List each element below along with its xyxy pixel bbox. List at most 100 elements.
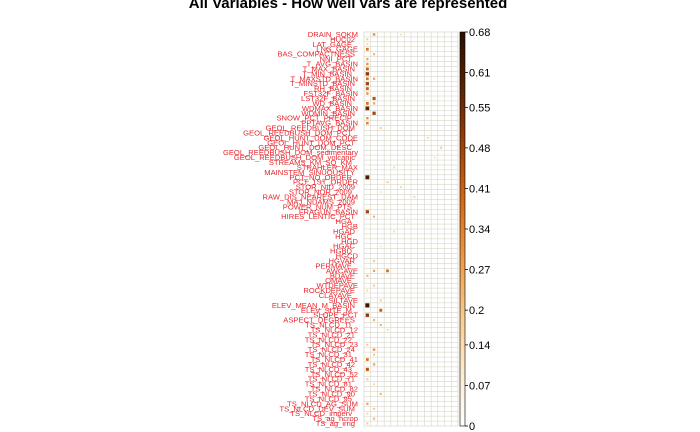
- colorbar-gradient: [459, 31, 466, 427]
- heatmap-cell: [379, 308, 383, 312]
- heatmap-cell: [366, 116, 369, 120]
- heatmap-cell: [393, 166, 396, 169]
- row-label: ASPECT_DEGREES: [283, 316, 355, 325]
- row-label: FRAGUN_BASIN: [299, 207, 358, 216]
- row-label: GEOL_REEDBUSH_DOM_sedimentary: [223, 148, 358, 157]
- heatmap-cell: [386, 269, 389, 273]
- row-label: TS_NLCD_DEV_SUM: [279, 404, 355, 413]
- colorbar-tick-label: 0.27: [469, 265, 490, 277]
- heatmap-cell: [373, 417, 376, 420]
- heatmap-cell: [379, 299, 382, 302]
- row-label: TS_NLCD_81: [305, 380, 352, 389]
- row-label: TS_NLCD_imperv: [290, 409, 352, 418]
- row-label: CLAYAVE: [319, 291, 352, 300]
- row-label: HGA: [336, 217, 353, 226]
- heatmap-cell: [366, 62, 369, 66]
- heatmap-cell: [373, 284, 376, 287]
- row-label: ROCKDEPAVE: [303, 286, 355, 295]
- heatmap-cell: [373, 383, 375, 386]
- heatmap-cell: [379, 127, 382, 130]
- heatmap-cell: [379, 245, 382, 248]
- heatmap-cell: [386, 181, 389, 184]
- heatmap-cell: [373, 215, 376, 218]
- row-label: TS_NLCD_43: [305, 365, 352, 374]
- heatmap-cell: [372, 363, 376, 366]
- row-label: BDAVE: [330, 271, 355, 280]
- row-label: BAS_COMPACTNESS: [277, 50, 355, 59]
- heatmap-cell: [372, 102, 376, 105]
- heatmap-cell: [379, 191, 382, 193]
- row-label: STOR_NOR_2009: [289, 188, 352, 197]
- row-label: HGBD: [330, 247, 352, 256]
- row-label: HUC02: [330, 35, 355, 44]
- heatmap-cell: [366, 121, 369, 125]
- colorbar-tick-label: 0.68: [469, 27, 490, 39]
- heatmap-cell: [365, 313, 370, 317]
- row-label: WD_BASIN: [312, 99, 352, 108]
- row-label: TS_NLCD_21: [308, 330, 355, 339]
- row-label: STOR_NID_2009: [296, 183, 355, 192]
- heatmap-cell: [366, 57, 369, 61]
- heatmap-grid: [363, 31, 459, 427]
- colorbar-tick-label: 0.41: [469, 183, 490, 195]
- colorbar-tick-label: 0.34: [469, 224, 490, 236]
- row-label: TS_ag_irrig: [316, 419, 355, 428]
- colorbar-tick-label: 0.14: [469, 340, 490, 352]
- heatmap-cell: [365, 87, 369, 91]
- row-label: PCT_1ST_ORDER: [293, 178, 359, 187]
- heatmap-cell: [433, 156, 436, 159]
- row-label: TS_NLCD_22: [305, 335, 352, 344]
- heatmap-cell: [400, 33, 402, 36]
- row-label: TS_NLCD_41: [311, 355, 358, 364]
- row-label: HGD: [341, 237, 358, 246]
- row-label: SNOW_PCT_PRECIP: [276, 114, 352, 123]
- row-label: TS_NLCD_24: [308, 345, 355, 354]
- heatmap-cell: [366, 38, 369, 41]
- row-label: SILTAVE: [328, 296, 358, 305]
- row-label: TS_NLCD_AG_SUM: [287, 399, 358, 408]
- heatmap-cell: [365, 358, 369, 361]
- row-label: MAJ_NDAMS_2009: [287, 197, 355, 206]
- row-label: HGAD: [333, 227, 355, 236]
- heatmap-cells: [365, 33, 443, 425]
- colorbar-tick-label: 0.55: [469, 102, 490, 114]
- row-label: LST32F_BASIN: [301, 94, 355, 103]
- row-label: HGB: [342, 222, 358, 231]
- colorbar-tick-label: 0.61: [469, 68, 490, 80]
- heatmap-cell: [372, 77, 376, 80]
- heatmap-cell: [366, 378, 369, 381]
- heatmap-cell: [366, 402, 369, 405]
- row-label: OMAVE: [325, 276, 352, 285]
- row-label: SLOPE_PCT: [313, 311, 358, 320]
- row-label: POWER_NUM_PTS: [283, 202, 352, 211]
- row-label: LNG_GAGE: [316, 45, 358, 54]
- row-label: GEOL_REEDBUSH_DOM_volcanic: [234, 153, 355, 162]
- row-label: STREAMS_KM_SQ_KM: [269, 158, 352, 167]
- heatmap-cell: [365, 106, 370, 111]
- row-label: PCT_NO_ORDER: [290, 173, 353, 182]
- row-label: GEOL_REEDBUSH_DOM_PCT: [243, 128, 352, 137]
- heatmap-cell: [406, 220, 409, 223]
- heatmap-cell: [365, 72, 370, 76]
- row-label: TS_NLCD_11: [305, 321, 352, 330]
- heatmap-cell: [365, 210, 369, 214]
- colorbar-tick-label: 0.48: [469, 143, 490, 155]
- row-label: WDMIN_BASIN: [301, 109, 355, 118]
- heatmap-cell: [365, 82, 369, 86]
- heatmap-cell: [379, 392, 382, 396]
- row-label: HGAC: [333, 242, 355, 251]
- heatmap-cell: [366, 343, 369, 346]
- heatmap-cell: [373, 407, 376, 410]
- row-label: GEOL_REEDBUSH_DOM: [266, 124, 355, 133]
- heatmap-cell: [426, 136, 429, 139]
- row-label: TS_NLCD_95: [305, 394, 352, 403]
- row-label: TS_NLCD_90: [308, 389, 355, 398]
- row-label: TS_NLCD_52: [311, 370, 358, 379]
- colorbar-tick-label: 0.2: [469, 305, 484, 317]
- row-label: FST32F_BASIN: [304, 89, 358, 98]
- heatmap-cell: [365, 77, 369, 81]
- heatmap-cell: [366, 274, 369, 277]
- row-label: TS_ag_hcrop: [312, 414, 358, 423]
